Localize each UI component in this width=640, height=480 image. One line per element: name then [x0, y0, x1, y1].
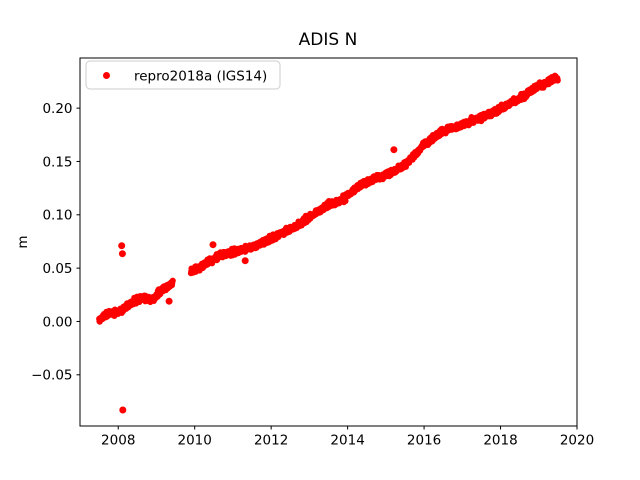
y-tick-label: 0.10: [42, 208, 72, 224]
scatter-series: [96, 72, 561, 414]
data-point: [342, 198, 349, 204]
data-point: [554, 77, 561, 83]
legend: repro2018a (IGS14): [85, 60, 281, 90]
x-tick-label: 2018: [483, 433, 517, 449]
y-tick-label: 0.00: [42, 314, 72, 330]
y-tick-label: 0.05: [42, 261, 72, 277]
outlier-point: [390, 146, 398, 154]
legend-frame: [85, 60, 281, 90]
data-point: [169, 277, 176, 284]
y-tick-label: 0.20: [42, 101, 72, 117]
legend-marker-icon: [103, 72, 110, 79]
axis-ticks: 2008 2010 2012 2014 2016 2018 2020 −0.05 0.00 0.0…: [31, 101, 594, 449]
x-tick-label: 2008: [101, 433, 135, 449]
outlier-point: [118, 242, 126, 250]
x-tick-label: 2016: [407, 433, 441, 449]
outlier-point: [118, 250, 126, 258]
y-tick-label: −0.05: [31, 368, 72, 384]
outlier-point: [165, 297, 173, 305]
outlier-point: [209, 241, 217, 249]
y-tick-label: 0.15: [42, 154, 72, 170]
axes-frame: [79, 57, 578, 427]
legend-label: repro2018a (IGS14): [134, 69, 267, 85]
x-tick-label: 2014: [330, 433, 364, 449]
outlier-point: [241, 257, 249, 265]
chart-title: ADIS N: [299, 30, 358, 50]
outlier-point: [119, 406, 127, 414]
x-tick-label: 2012: [254, 433, 288, 449]
y-axis-label: m: [15, 235, 31, 248]
x-tick-label: 2010: [178, 433, 212, 449]
x-tick-label: 2020: [560, 433, 594, 449]
